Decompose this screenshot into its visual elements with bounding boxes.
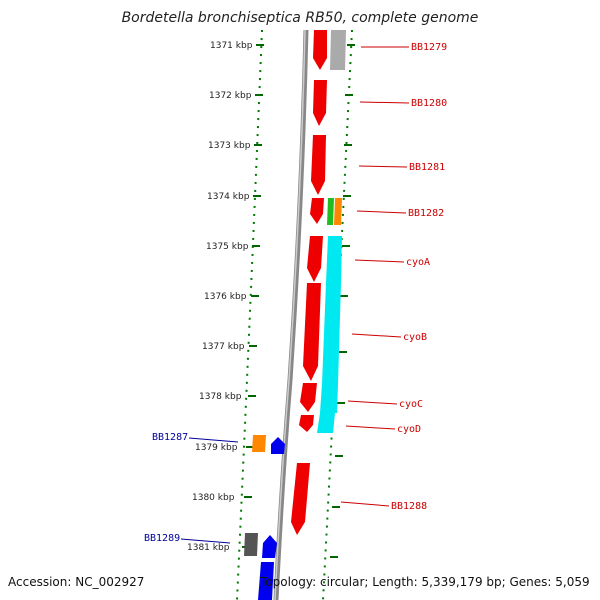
gene-orange-bb1287[interactable] — [252, 435, 266, 452]
gene-orange[interactable] — [334, 198, 342, 225]
map-title: Bordetella bronchiseptica RB50, complete… — [121, 10, 479, 26]
gene-blue-arrow[interactable] — [262, 535, 277, 558]
kbp-label: 1376 kbp — [204, 292, 247, 302]
gene-label-bb1282[interactable]: BB1282 — [408, 208, 444, 219]
gene-label-bb1280[interactable]: BB1280 — [411, 98, 447, 109]
gene-arrow[interactable] — [303, 283, 321, 381]
kbp-label: 1374 kbp — [207, 192, 250, 202]
gene-label-bb1281[interactable]: BB1281 — [409, 162, 445, 173]
left-gene-labels: BB1287 BB1289 — [144, 432, 188, 544]
kbp-label: 1378 kbp — [199, 392, 242, 402]
kbp-label: 1381 kbp — [187, 543, 230, 553]
gene-cyan-cyoB[interactable] — [322, 283, 341, 384]
gene-label-cyob[interactable]: cyoB — [403, 332, 427, 343]
kbp-label: 1377 kbp — [202, 342, 245, 352]
right-label-leaders — [340, 46, 410, 507]
gene-cyan-cyoC[interactable] — [320, 384, 338, 413]
gene-cyan-cyoA[interactable] — [326, 236, 342, 283]
kbp-label: 1379 kbp — [195, 443, 238, 453]
kbp-label: 1372 kbp — [209, 91, 252, 101]
gene-label-bb1288[interactable]: BB1288 — [391, 501, 427, 512]
genome-stats-text: Topology: circular; Length: 5,339,179 bp… — [260, 575, 590, 589]
gene-arrow[interactable] — [300, 383, 317, 412]
kbp-tick-marks — [242, 44, 355, 558]
right-dotted-guide — [322, 29, 353, 600]
left-dotted-guide — [236, 29, 263, 600]
right-gene-labels: BB1279 BB1280 BB1281 BB1282 cyoA cyoB cy… — [391, 42, 447, 512]
gene-label-cyoa[interactable]: cyoA — [406, 257, 430, 268]
reverse-strand-genes — [291, 30, 327, 535]
gene-label-bb1287[interactable]: BB1287 — [152, 432, 188, 443]
gene-arrow[interactable] — [310, 198, 324, 224]
gene-arrow[interactable] — [311, 135, 326, 195]
gene-green[interactable] — [327, 198, 334, 225]
gene-gray-bb1279[interactable] — [330, 30, 346, 70]
kbp-label: 1375 kbp — [206, 242, 249, 252]
genome-backbone — [273, 29, 309, 600]
gene-blue-bar[interactable] — [258, 562, 274, 600]
kbp-label: 1380 kbp — [192, 493, 235, 503]
gene-label-bb1289[interactable]: BB1289 — [144, 533, 180, 544]
gene-arrow[interactable] — [313, 80, 327, 126]
accession-text: Accession: NC_002927 — [8, 575, 145, 589]
gene-label-cyod[interactable]: cyoD — [397, 424, 421, 435]
gene-blue-arrow[interactable] — [271, 437, 285, 454]
gene-darkgray-bb1289[interactable] — [244, 533, 258, 556]
gene-arrow[interactable] — [313, 30, 327, 70]
left-label-leaders — [180, 437, 239, 544]
gene-arrow[interactable] — [299, 415, 314, 432]
gene-arrow[interactable] — [307, 236, 323, 282]
gene-cyan-cyoD[interactable] — [317, 413, 335, 433]
genome-backbone-highlight — [274, 29, 306, 600]
gene-label-bb1279[interactable]: BB1279 — [411, 42, 447, 53]
gene-arrow[interactable] — [291, 463, 310, 535]
kbp-label: 1371 kbp — [210, 41, 253, 51]
gene-label-cyoc[interactable]: cyoC — [399, 399, 423, 410]
kbp-tick-labels: 1371 kbp 1372 kbp 1373 kbp 1374 kbp 1375… — [187, 41, 253, 553]
kbp-label: 1373 kbp — [208, 141, 251, 151]
